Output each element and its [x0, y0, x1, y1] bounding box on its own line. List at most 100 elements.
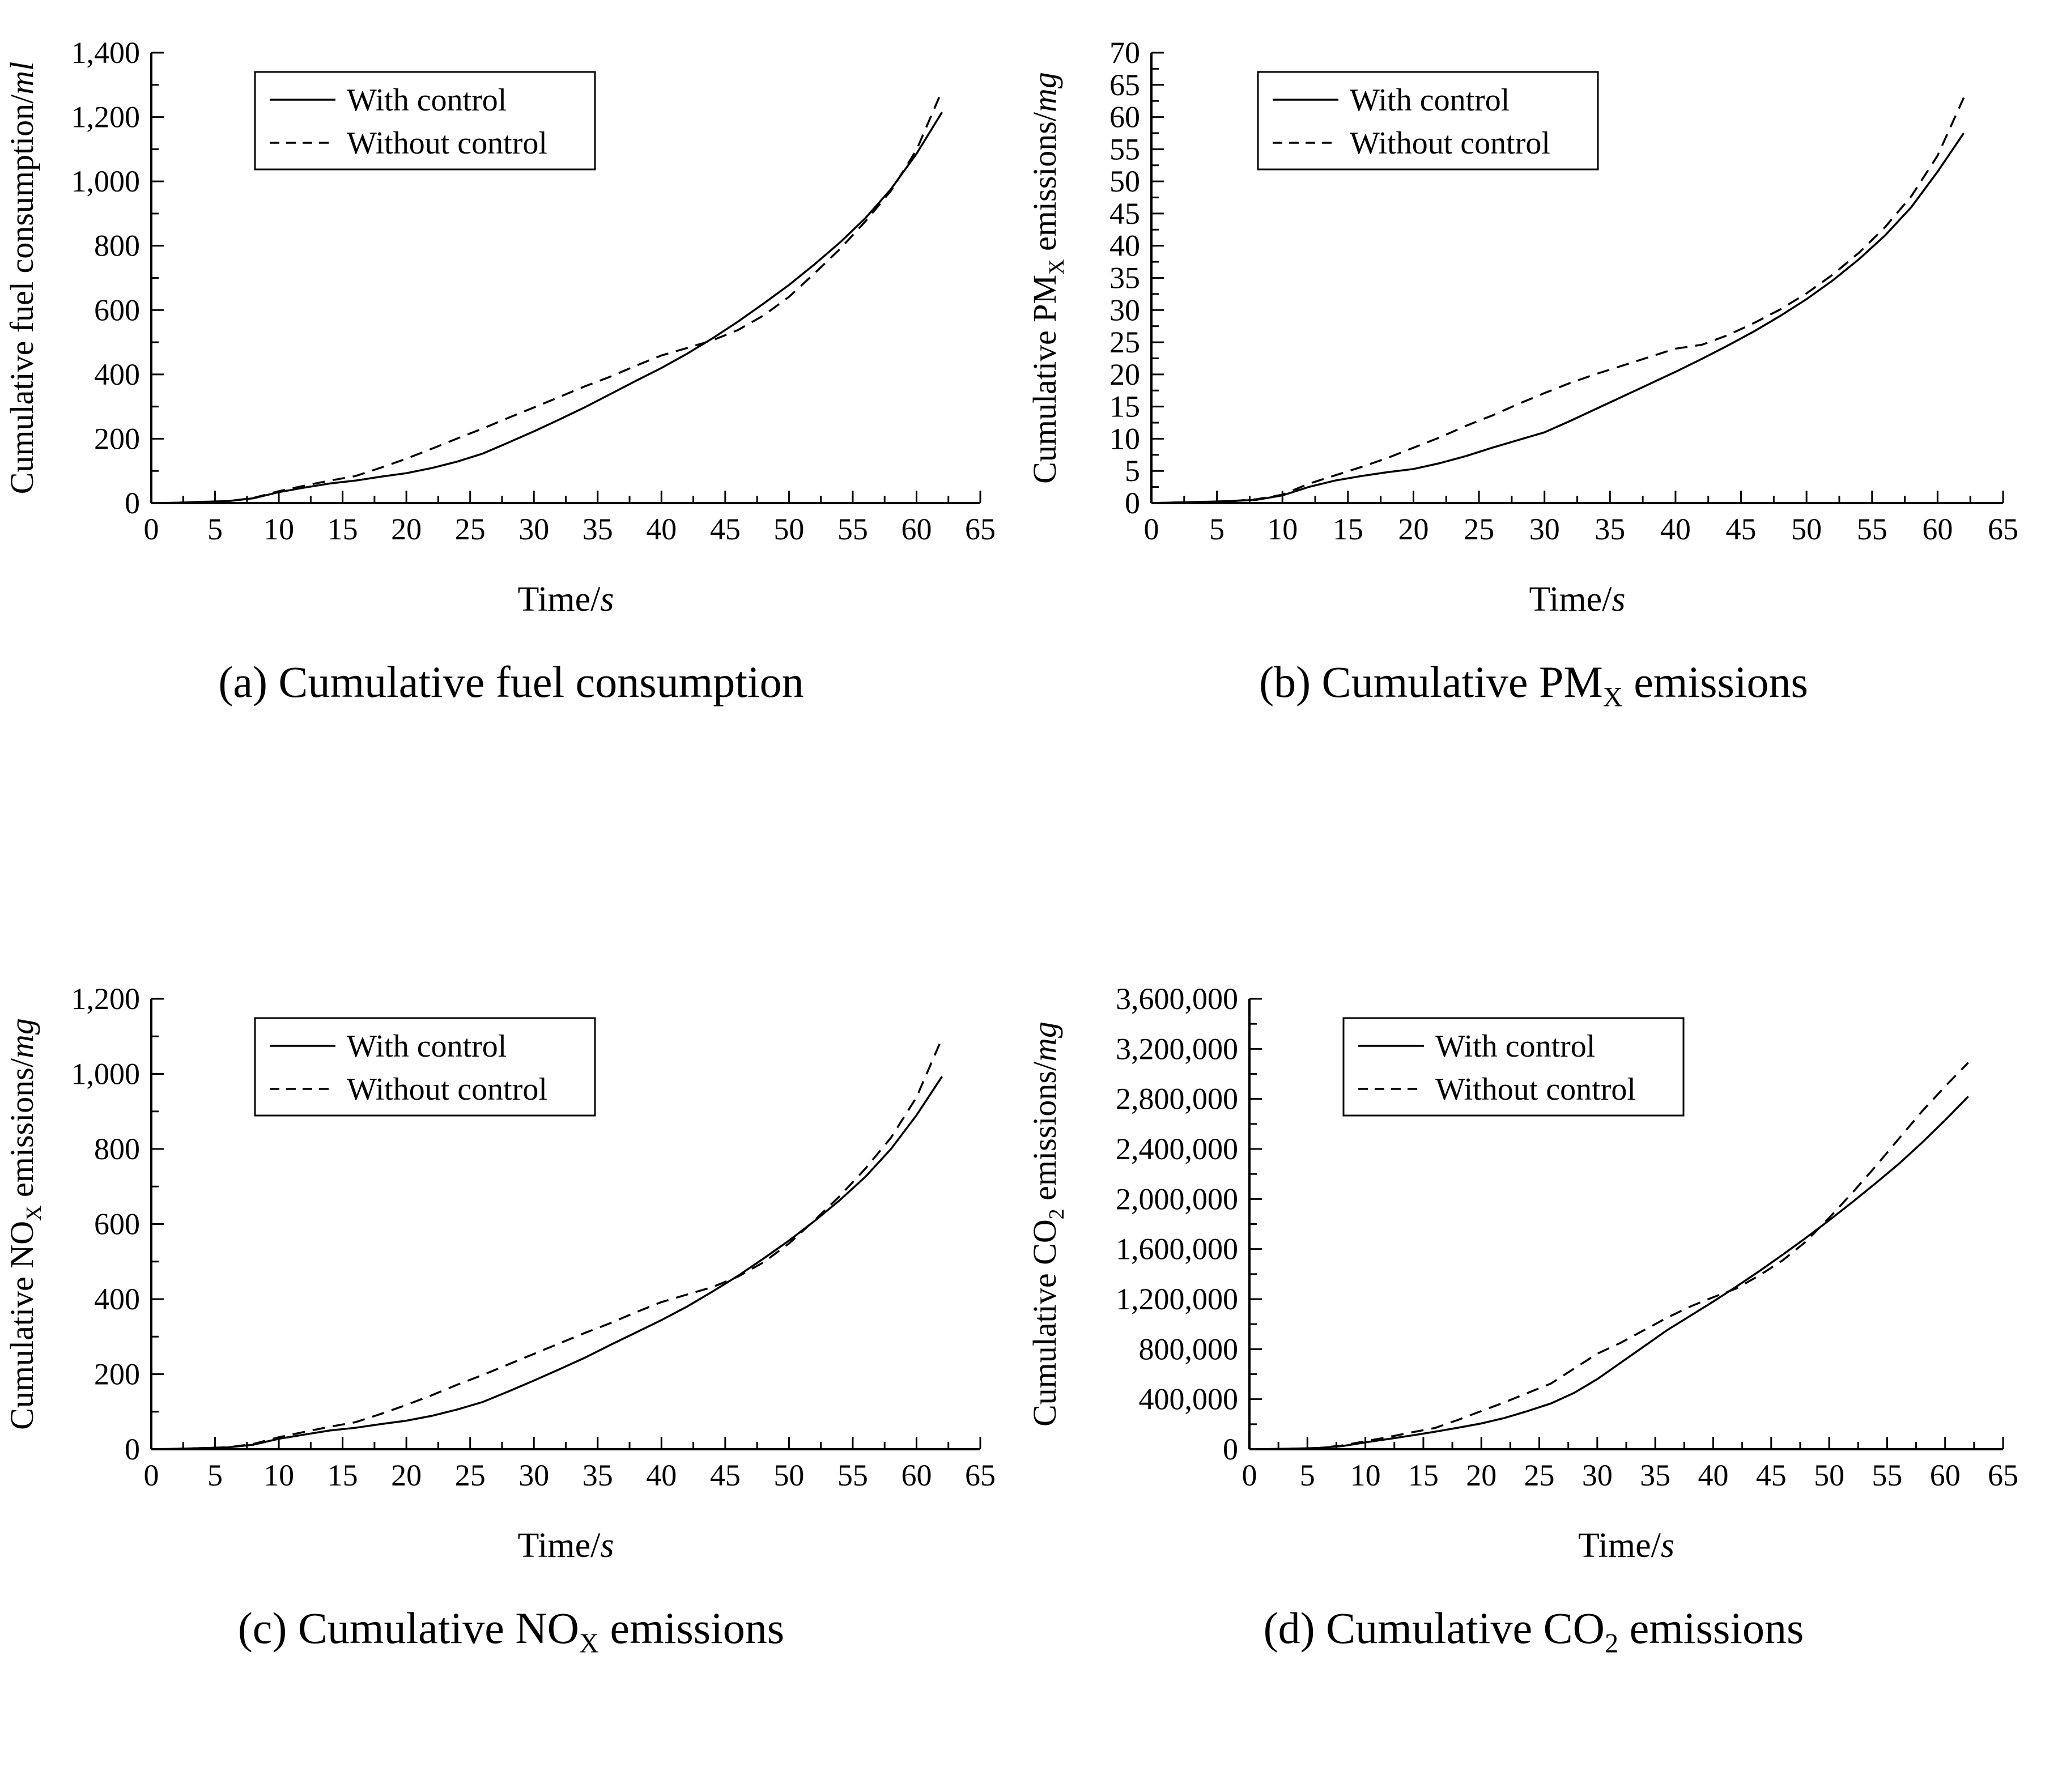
x-tick-label: 45 [710, 512, 741, 546]
legend-label-without-control: Without control [347, 126, 547, 161]
x-tick-label: 55 [837, 512, 868, 546]
y-tick-label: 1,000 [71, 1057, 141, 1091]
y-tick-label: 200 [94, 422, 140, 456]
with-control-line [1151, 133, 1965, 504]
y-tick-label: 0 [1223, 1432, 1238, 1466]
y-tick-label: 60 [1109, 100, 1140, 134]
x-axis-label: Time/s [517, 1526, 614, 1565]
y-tick-label: 600 [94, 1207, 140, 1241]
y-tick-label: 1,400 [71, 36, 141, 70]
x-tick-label: 10 [1350, 1458, 1380, 1492]
y-tick-label: 45 [1109, 197, 1140, 231]
caption-a-text: (a) Cumulative fuel consumption [218, 657, 804, 706]
y-tick-label: 800,000 [1138, 1332, 1238, 1366]
x-tick-label: 40 [1660, 512, 1690, 546]
y-tick-label: 3,600,000 [1116, 982, 1238, 1016]
y-tick-label: 5 [1125, 454, 1140, 488]
y-tick-label: 0 [125, 1432, 140, 1466]
legend-label-with-control: With control [1350, 83, 1510, 118]
caption-d-sub: 2 [1604, 1628, 1619, 1659]
caption-c: (c) Cumulative NOX emissions [237, 1603, 784, 1657]
y-tick-label: 1,000 [71, 164, 141, 198]
x-tick-label: 55 [1856, 512, 1887, 546]
y-tick-label: 0 [125, 486, 140, 520]
x-tick-label: 35 [1595, 512, 1625, 546]
x-tick-label: 65 [965, 512, 996, 546]
x-tick-label: 5 [1209, 512, 1225, 546]
x-tick-label: 15 [328, 1458, 358, 1492]
legend-box [1257, 71, 1598, 171]
legend-box [1342, 1017, 1684, 1117]
x-tick-label: 40 [1698, 1458, 1728, 1492]
y-axis-label: Cumulative PMX emissions/mg [1026, 72, 1069, 484]
x-tick-label: 30 [518, 512, 549, 546]
x-tick-label: 55 [837, 1458, 868, 1492]
y-tick-label: 600 [94, 293, 140, 327]
x-tick-label: 35 [583, 512, 613, 546]
y-tick-label: 50 [1109, 164, 1140, 198]
x-tick-label: 5 [207, 1458, 223, 1492]
y-tick-label: 10 [1109, 422, 1140, 456]
y-tick-label: 25 [1109, 325, 1140, 359]
y-tick-label: 2,400,000 [1116, 1132, 1238, 1166]
y-tick-label: 400 [94, 357, 140, 391]
x-tick-label: 20 [1466, 1458, 1496, 1492]
y-tick-label: 70 [1109, 36, 1140, 70]
chart-a: 0 5 10 15 20 25 30 35 40 45 50 55 60 65 0 200 400 600 800 1… [3, 36, 996, 619]
legend-label-without-control: Without control [1350, 126, 1550, 161]
legend-box [254, 1017, 596, 1117]
caption-c-sub: X [579, 1628, 599, 1659]
without-control-line [151, 90, 943, 504]
x-tick-label: 15 [1408, 1458, 1438, 1492]
x-tick-label: 25 [1464, 512, 1494, 546]
caption-b-sub: X [1602, 682, 1623, 713]
panel-b: 0 5 10 15 20 25 30 35 40 45 50 55 60 65 0 5 10 15 20 25 30 35… [1022, 0, 2045, 901]
y-axis-label: Cumulative fuel consumption/ml [3, 62, 40, 495]
with-control-line [1249, 1096, 1969, 1450]
x-tick-label: 25 [455, 512, 486, 546]
x-tick-label: 0 [1143, 512, 1159, 546]
caption-d: (d) Cumulative CO2 emissions [1264, 1603, 1804, 1657]
x-tick-label: 50 [1791, 512, 1822, 546]
y-tick-label: 2,000,000 [1116, 1182, 1238, 1216]
y-tick-label: 0 [1125, 486, 1140, 520]
x-tick-label: 10 [263, 1458, 294, 1492]
x-axis-label: Time/s [1529, 580, 1625, 619]
x-tick-label: 5 [207, 512, 223, 546]
y-axis-label: Cumulative NOX emissions/mg [3, 1018, 46, 1430]
caption-d-post: emissions [1618, 1603, 1804, 1653]
y-tick-label: 400,000 [1138, 1382, 1238, 1416]
x-tick-label: 20 [391, 1458, 422, 1492]
y-tick-label: 20 [1109, 357, 1140, 391]
y-tick-label: 2,800,000 [1116, 1082, 1238, 1116]
x-tick-label: 35 [583, 1458, 613, 1492]
x-tick-label: 50 [1814, 1458, 1844, 1492]
x-tick-label: 25 [455, 1458, 486, 1492]
without-control-line [1151, 97, 1965, 504]
x-tick-label: 0 [1242, 1458, 1257, 1492]
caption-a: (a) Cumulative fuel consumption [218, 657, 803, 708]
x-tick-label: 45 [710, 1458, 741, 1492]
y-tick-label: 35 [1109, 261, 1140, 295]
x-tick-label: 5 [1299, 1458, 1315, 1492]
legend-label-with-control: With control [347, 1029, 507, 1064]
y-tick-label: 3,200,000 [1116, 1032, 1238, 1066]
y-tick-label: 55 [1109, 132, 1140, 166]
chart-d: 0 5 10 15 20 25 30 35 40 45 50 55 60 65 0 400,000 800,00… [1026, 982, 2018, 1565]
x-tick-label: 40 [646, 1458, 677, 1492]
x-tick-label: 0 [144, 512, 159, 546]
chart-b: 0 5 10 15 20 25 30 35 40 45 50 55 60 6505101520253035… [1026, 36, 2018, 619]
x-tick-label: 65 [1988, 512, 2018, 546]
x-tick-label: 65 [965, 1458, 996, 1492]
x-tick-label: 30 [1581, 1458, 1612, 1492]
legend-box [254, 71, 596, 171]
y-tick-label: 65 [1109, 68, 1140, 102]
x-tick-label: 60 [1929, 1458, 1960, 1492]
panel-a: 0 5 10 15 20 25 30 35 40 45 50 55 60 65 0 200 400 600 800 1… [0, 0, 1022, 901]
caption-c-text: (c) Cumulative NO [237, 1603, 580, 1653]
panel-c: 0 5 10 15 20 25 30 35 40 45 50 55 60 65 0 200 400 600 800 1… [0, 901, 1022, 1792]
legend-label-without-control: Without control [347, 1072, 547, 1107]
without-control-line [1249, 1062, 1969, 1450]
x-tick-label: 40 [646, 512, 677, 546]
y-tick-label: 1,200 [71, 982, 141, 1016]
